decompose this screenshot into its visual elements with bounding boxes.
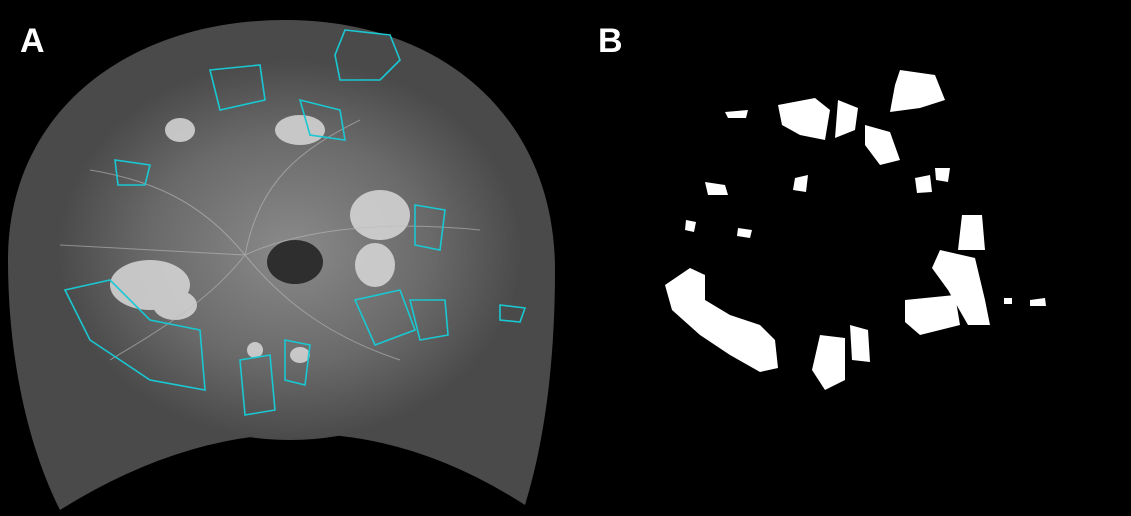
figure: A B: [0, 0, 1131, 516]
mask-region: [958, 215, 985, 250]
panel-label: A: [20, 22, 45, 60]
panel-a: A: [8, 20, 555, 510]
mask-region: [1004, 298, 1012, 304]
fovea: [267, 240, 323, 284]
mask-region: [685, 220, 696, 232]
mask-region: [850, 325, 870, 362]
mask-region: [915, 175, 932, 193]
panel-label: B: [598, 22, 623, 60]
mask-region: [935, 168, 950, 182]
